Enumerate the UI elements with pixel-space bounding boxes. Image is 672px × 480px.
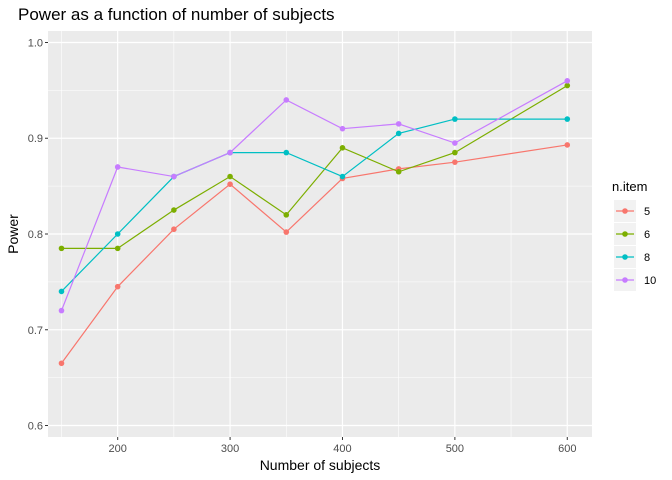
x-tick-label: 200 bbox=[109, 443, 127, 455]
x-axis: 200 300 400 500 600 bbox=[109, 437, 576, 455]
y-tick-label: 0.7 bbox=[28, 325, 43, 337]
data-point-6 bbox=[171, 207, 177, 213]
data-point-8 bbox=[564, 116, 571, 122]
data-point-8 bbox=[58, 288, 65, 295]
data-point-8 bbox=[283, 149, 290, 156]
data-point-8 bbox=[114, 231, 121, 237]
legend-key-point bbox=[622, 277, 628, 283]
x-axis-title: Number of subjects bbox=[260, 457, 381, 473]
data-point-10 bbox=[452, 140, 458, 146]
data-point-10 bbox=[227, 149, 233, 156]
legend-label: 8 bbox=[644, 252, 650, 264]
data-point-6 bbox=[283, 212, 290, 218]
data-point-5 bbox=[564, 142, 571, 148]
data-point-6 bbox=[452, 149, 458, 156]
data-point-6 bbox=[114, 245, 121, 252]
data-point-10 bbox=[171, 173, 177, 180]
series-points bbox=[58, 77, 571, 367]
legend-key-point bbox=[622, 208, 628, 214]
x-tick-label: 600 bbox=[558, 443, 576, 455]
data-point-10 bbox=[339, 125, 346, 132]
data-point-5 bbox=[58, 360, 65, 367]
data-point-6 bbox=[564, 82, 571, 89]
legend-label: 5 bbox=[644, 206, 650, 218]
legend-label: 10 bbox=[644, 275, 656, 287]
legend: n.item 5 6 8 10 bbox=[612, 179, 656, 291]
data-point-10 bbox=[283, 97, 290, 103]
legend-key-point bbox=[622, 231, 628, 237]
data-point-8 bbox=[339, 173, 346, 180]
data-point-10 bbox=[395, 121, 402, 127]
y-tick-label: 0.6 bbox=[28, 421, 43, 433]
data-point-8 bbox=[395, 130, 402, 137]
x-tick-label: 500 bbox=[446, 443, 464, 455]
data-point-10 bbox=[114, 164, 121, 170]
data-point-8 bbox=[452, 116, 458, 122]
y-axis: 0.6 0.7 0.8 0.9 1.0 bbox=[28, 37, 48, 433]
data-point-6 bbox=[58, 245, 65, 252]
data-point-6 bbox=[227, 173, 233, 180]
data-point-6 bbox=[339, 145, 346, 151]
data-point-5 bbox=[283, 229, 290, 235]
data-point-5 bbox=[227, 181, 233, 188]
legend-title: n.item bbox=[612, 179, 647, 194]
data-point-6 bbox=[395, 168, 402, 175]
data-point-5 bbox=[452, 159, 458, 165]
y-axis-title: Power bbox=[5, 214, 21, 254]
y-tick-label: 0.8 bbox=[28, 229, 43, 241]
chart-title: Power as a function of number of subject… bbox=[18, 5, 335, 24]
legend-key-point bbox=[622, 254, 628, 260]
data-point-5 bbox=[171, 226, 177, 233]
data-point-10 bbox=[564, 77, 571, 84]
data-point-10 bbox=[58, 307, 65, 314]
legend-label: 6 bbox=[644, 229, 650, 241]
x-tick-label: 300 bbox=[221, 443, 239, 455]
y-tick-label: 0.9 bbox=[28, 133, 43, 145]
x-tick-label: 400 bbox=[333, 443, 351, 455]
y-tick-label: 1.0 bbox=[28, 37, 43, 49]
data-point-5 bbox=[114, 283, 121, 290]
